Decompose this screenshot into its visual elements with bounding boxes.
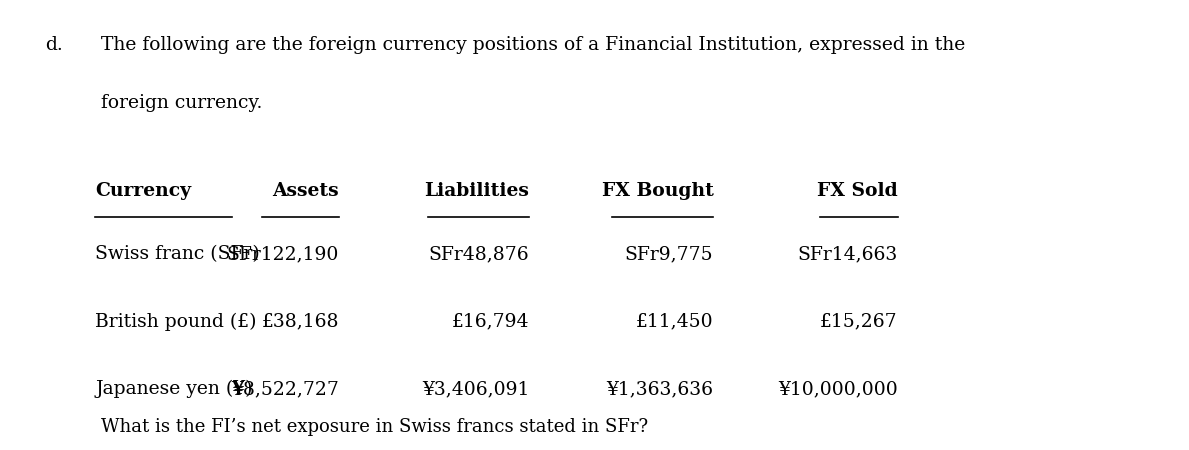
Text: British pound (£): British pound (£) [95, 313, 257, 331]
Text: FX Sold: FX Sold [817, 182, 898, 200]
Text: Liabilities: Liabilities [424, 182, 529, 200]
Text: SFr14,663: SFr14,663 [798, 245, 898, 263]
Text: What is the FI’s net exposure in Swiss francs stated in SFr?: What is the FI’s net exposure in Swiss f… [101, 418, 648, 436]
Text: ¥1,363,636: ¥1,363,636 [606, 380, 713, 398]
Text: d.: d. [45, 36, 63, 54]
Text: £16,794: £16,794 [452, 313, 529, 331]
Text: £38,168: £38,168 [262, 313, 339, 331]
Text: £15,267: £15,267 [820, 313, 898, 331]
Text: Swiss franc (SFr): Swiss franc (SFr) [95, 245, 260, 263]
Text: SFr122,190: SFr122,190 [226, 245, 339, 263]
Text: Japanese yen (¥): Japanese yen (¥) [95, 380, 252, 399]
Text: The following are the foreign currency positions of a Financial Institution, exp: The following are the foreign currency p… [101, 36, 965, 54]
Text: Assets: Assets [272, 182, 339, 200]
Text: SFr48,876: SFr48,876 [428, 245, 529, 263]
Text: ¥8,522,727: ¥8,522,727 [231, 380, 339, 398]
Text: ¥3,406,091: ¥3,406,091 [422, 380, 529, 398]
Text: SFr9,775: SFr9,775 [624, 245, 713, 263]
Text: Currency: Currency [95, 182, 191, 200]
Text: ¥10,000,000: ¥10,000,000 [778, 380, 898, 398]
Text: foreign currency.: foreign currency. [101, 94, 263, 112]
Text: FX Bought: FX Bought [602, 182, 713, 200]
Text: £11,450: £11,450 [636, 313, 713, 331]
